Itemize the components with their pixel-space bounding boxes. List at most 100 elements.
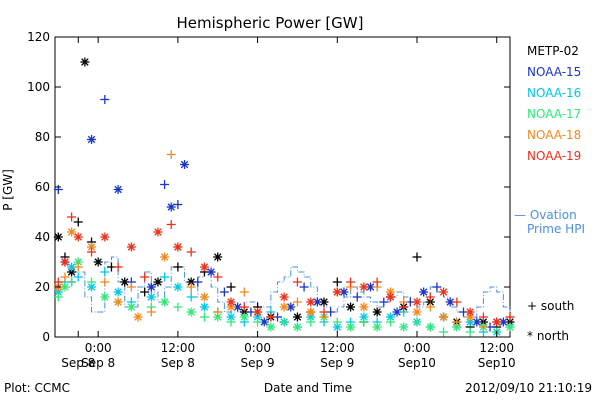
metp-02-point — [226, 282, 236, 292]
marker-stroke — [101, 233, 109, 241]
noaa-17-point — [359, 317, 369, 327]
metp-02-point — [412, 252, 422, 262]
marker-stroke — [506, 323, 514, 331]
marker-stroke — [373, 308, 381, 316]
noaa-17-point — [266, 322, 276, 332]
x-axis-label: Date and Time — [264, 381, 352, 395]
marker-stroke — [439, 313, 448, 321]
marker-stroke — [81, 58, 89, 66]
noaa-15-point — [160, 180, 170, 189]
x-tick-label: 12:00 — [320, 341, 355, 355]
noaa-18-point — [67, 227, 77, 237]
marker-stroke — [287, 303, 295, 311]
y-axis-label: P [GW] — [1, 169, 15, 211]
noaa-17-point — [186, 307, 196, 317]
marker-stroke — [240, 313, 249, 321]
noaa-18-point — [186, 282, 196, 292]
marker-stroke — [446, 298, 454, 306]
metp-02-point — [73, 217, 83, 227]
marker-stroke — [333, 323, 341, 331]
noaa-17-point — [346, 322, 356, 332]
noaa-16-point — [173, 282, 183, 292]
marker-stroke — [67, 263, 76, 271]
noaa-18-point — [133, 312, 143, 322]
noaa-18-point — [306, 307, 316, 317]
noaa-19-point — [87, 247, 97, 257]
metp-02-point — [372, 307, 382, 317]
noaa-17-point — [505, 322, 515, 332]
marker-stroke — [333, 288, 341, 296]
noaa-15-point — [299, 282, 309, 292]
noaa-19-point — [173, 242, 183, 252]
noaa-19-point — [113, 262, 123, 272]
marker-stroke — [160, 253, 169, 261]
noaa-18-point — [279, 302, 289, 312]
metp-02-point — [140, 287, 150, 297]
noaa-18-point — [73, 262, 83, 272]
noaa-15-point — [87, 135, 97, 144]
marker-stroke — [227, 298, 235, 306]
noaa-18-point — [113, 297, 123, 307]
x-tick-date-label: Sep 9 — [320, 356, 354, 370]
noaa-17-point — [239, 312, 249, 322]
noaa-19-point — [385, 292, 395, 302]
noaa-16-point — [186, 292, 196, 302]
marker-stroke — [439, 288, 448, 296]
noaa-17-point — [173, 302, 183, 312]
x-tick-label: 0:00 — [85, 341, 112, 355]
x-tick-label: 0:00 — [404, 341, 431, 355]
legend-ovation-label: — Ovation — [514, 208, 577, 222]
noaa-19-point — [399, 302, 409, 312]
marker-stroke — [393, 308, 401, 316]
noaa-17-point — [385, 317, 395, 327]
noaa-18-point — [425, 302, 435, 312]
marker-stroke — [74, 233, 82, 241]
noaa-15-point — [100, 95, 110, 104]
marker-stroke — [174, 283, 182, 291]
noaa-19-point — [319, 307, 329, 317]
marker-stroke — [473, 318, 481, 326]
noaa-19-point — [166, 220, 176, 229]
noaa-19-point — [505, 312, 515, 322]
noaa-16-point — [100, 267, 110, 277]
marker-stroke — [147, 293, 156, 301]
noaa-17-point — [87, 277, 97, 287]
marker-stroke — [94, 258, 102, 266]
marker-stroke — [320, 298, 328, 306]
marker-stroke — [280, 303, 288, 311]
chart-title: Hemispheric Power [GW] — [177, 14, 364, 32]
noaa-15-point — [180, 160, 190, 169]
noaa-17-point — [332, 317, 342, 327]
marker-stroke — [87, 283, 96, 291]
marker-stroke — [293, 313, 302, 321]
noaa-18-point — [478, 322, 488, 332]
marker-stroke — [154, 228, 162, 236]
marker-stroke — [253, 308, 262, 316]
marker-stroke — [187, 308, 195, 316]
marker-stroke — [360, 303, 368, 311]
marker-stroke — [160, 298, 169, 306]
marker-stroke — [114, 185, 122, 194]
noaa-17-point — [67, 277, 77, 287]
marker-stroke — [200, 293, 209, 301]
noaa-17-point — [226, 317, 236, 327]
marker-stroke — [360, 313, 368, 321]
noaa-16-point — [199, 302, 209, 312]
noaa-18-point — [452, 317, 462, 327]
marker-stroke — [307, 308, 315, 316]
y-tick-label: 60 — [35, 180, 50, 194]
noaa-17-point — [399, 322, 409, 332]
noaa-17-point — [199, 312, 209, 322]
metp-02-point — [93, 257, 103, 267]
noaa-19-point — [60, 257, 70, 267]
marker-stroke — [346, 303, 355, 311]
x-tick-date-label: Sep10 — [398, 356, 436, 370]
noaa-15-point — [146, 282, 156, 292]
legend-symbol-north: * north — [527, 329, 569, 343]
metp-02-point — [332, 277, 342, 287]
noaa-15-point — [432, 282, 442, 292]
noaa-19-point — [292, 277, 302, 287]
marker-stroke — [174, 243, 182, 251]
metp-02-point — [153, 277, 163, 287]
marker-stroke — [373, 323, 381, 331]
